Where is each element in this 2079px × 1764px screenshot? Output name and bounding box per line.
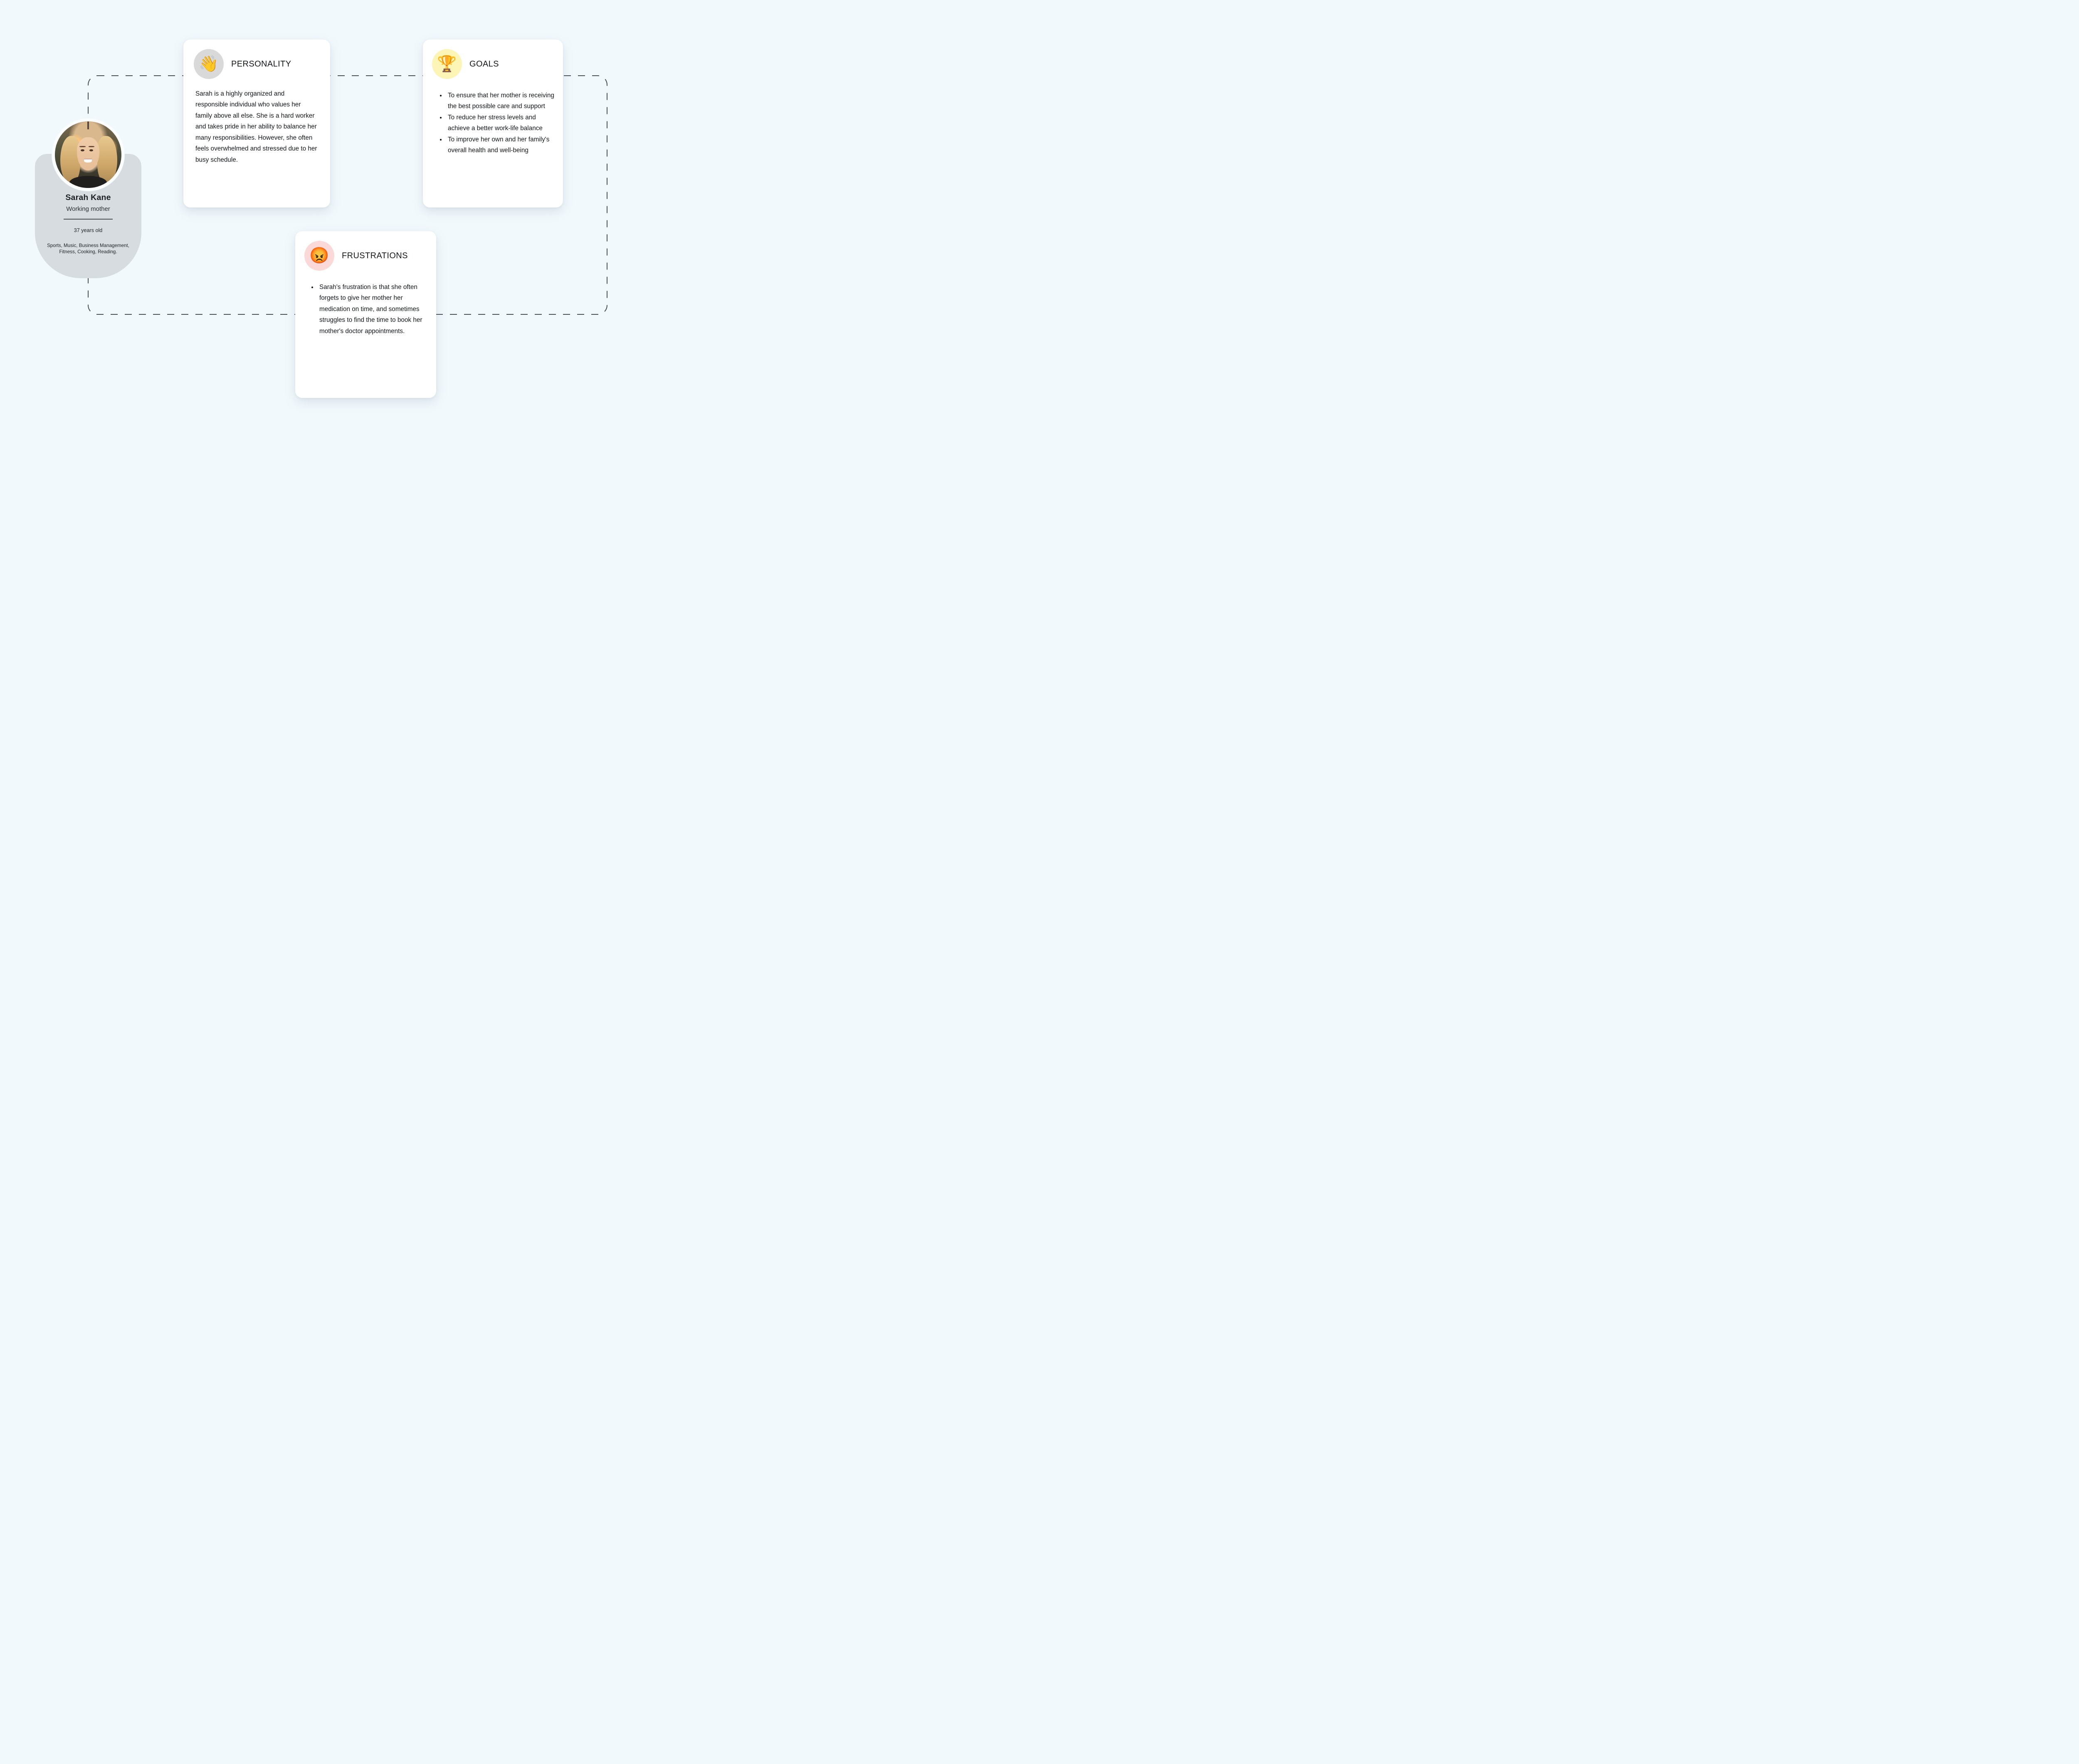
frustrations-card-header: 😡 FRUSTRATIONS — [295, 231, 436, 271]
frustrations-card-title: FRUSTRATIONS — [342, 251, 408, 260]
personality-card: 👋 PERSONALITY Sarah is a highly organize… — [183, 40, 330, 208]
frustrations-card: 😡 FRUSTRATIONS Sarah's frustration is th… — [295, 231, 436, 398]
persona-divider — [64, 219, 113, 220]
list-item: To ensure that her mother is receiving t… — [446, 90, 555, 112]
persona-age: 37 years old — [74, 227, 103, 233]
persona-details: Sarah Kane Working mother 37 years old S… — [35, 193, 141, 255]
frustrations-list: Sarah's frustration is that she often fo… — [309, 282, 425, 337]
personality-card-body: Sarah is a highly organized and responsi… — [183, 79, 330, 166]
personality-card-header: 👋 PERSONALITY — [183, 40, 330, 79]
persona-card: Sarah Kane Working mother 37 years old S… — [35, 118, 141, 278]
personality-card-title: PERSONALITY — [231, 59, 291, 69]
persona-board: Sarah Kane Working mother 37 years old S… — [0, 0, 643, 430]
trophy-icon: 🏆 — [432, 49, 462, 79]
goals-card-body: To ensure that her mother is receiving t… — [423, 79, 563, 156]
goals-list: To ensure that her mother is receiving t… — [438, 90, 555, 156]
list-item: To reduce her stress levels and achieve … — [446, 112, 555, 134]
list-item: Sarah's frustration is that she often fo… — [318, 282, 425, 337]
frustrations-card-body: Sarah's frustration is that she often fo… — [295, 271, 436, 337]
goals-card-header: 🏆 GOALS — [423, 40, 563, 79]
persona-name: Sarah Kane — [65, 193, 111, 202]
angry-face-icon: 😡 — [304, 241, 334, 271]
persona-role: Working mother — [66, 205, 110, 212]
persona-interests: Sports, Music, Business Management, Fitn… — [47, 242, 129, 254]
personality-text: Sarah is a highly organized and responsi… — [195, 90, 317, 163]
list-item: To improve her own and her family's over… — [446, 134, 555, 156]
goals-card: 🏆 GOALS To ensure that her mother is rec… — [423, 40, 563, 208]
goals-card-title: GOALS — [469, 59, 499, 69]
avatar — [55, 121, 121, 188]
waving-hand-icon: 👋 — [194, 49, 224, 79]
